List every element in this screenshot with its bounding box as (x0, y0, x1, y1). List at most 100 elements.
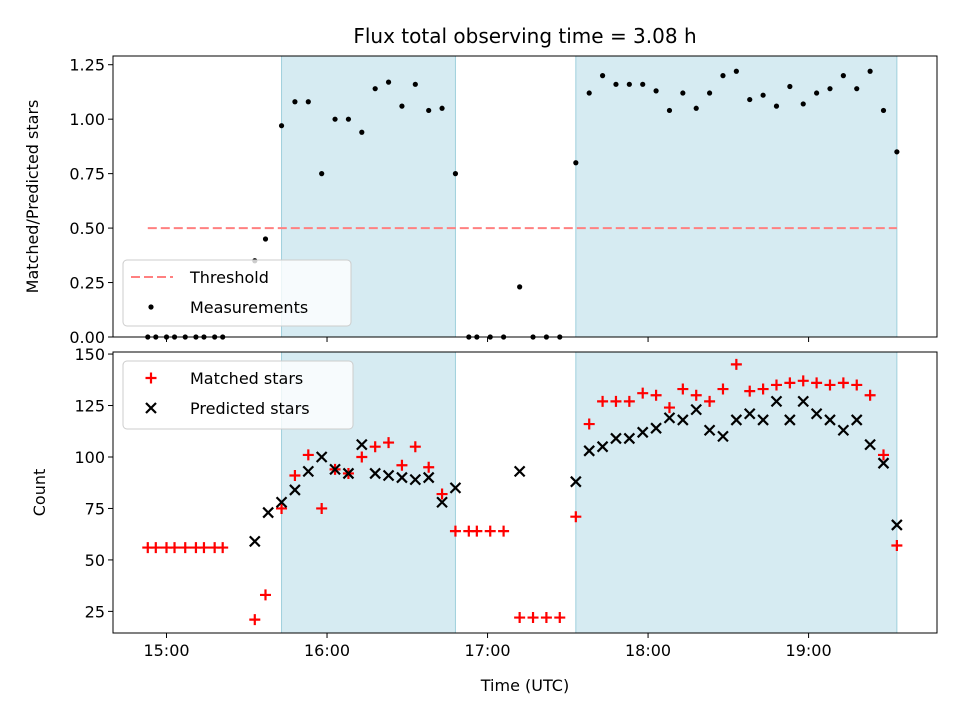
measurement-point (452, 171, 459, 177)
measurement-point (399, 103, 405, 109)
matched-star-point (864, 389, 876, 401)
predicted-star-point (623, 432, 636, 445)
measurement-point (345, 116, 352, 122)
matched-star-point (824, 379, 836, 391)
predicted-star-point (810, 407, 823, 420)
matched-star-point (276, 502, 288, 514)
measurement-point (439, 105, 445, 111)
predicted-star-point (329, 463, 341, 476)
legend-label: Matched stars (190, 369, 303, 388)
matched-star-point (259, 589, 271, 601)
axes-frame (112, 55, 938, 338)
predicted-star-point (850, 414, 863, 426)
axes-frame (112, 351, 938, 634)
matched-star-point (498, 525, 510, 537)
measurement-point (747, 96, 753, 103)
measurement-point (680, 90, 686, 96)
matched-star-point (471, 525, 483, 537)
matched-star-point (583, 418, 595, 430)
measurement-point (573, 160, 579, 166)
predicted-star-point (409, 473, 422, 486)
y-tick-label: 25 (85, 602, 105, 621)
measurement-point (372, 86, 378, 92)
measurement-point (278, 123, 285, 129)
measurement-point (626, 81, 632, 87)
predicted-star-point (864, 438, 876, 451)
matched-star-point (891, 540, 903, 552)
predicted-star-point (877, 457, 890, 469)
legend-box (122, 360, 354, 430)
matched-star-point (637, 387, 649, 399)
matched-star-point (610, 395, 622, 407)
measurement-point (800, 101, 806, 107)
predicted-star-point (837, 424, 850, 437)
measurement-point (292, 99, 298, 105)
matched-star-point (150, 542, 162, 554)
matched-star-point (217, 542, 229, 554)
matched-star-point (730, 358, 742, 370)
matched-star-point (436, 488, 448, 500)
measurement-point (305, 99, 311, 105)
matched-star-point (198, 542, 210, 554)
matched-star-point (690, 389, 702, 401)
matched-star-point (837, 377, 849, 389)
y-tick-label: 100 (74, 448, 105, 467)
measurement-point (666, 107, 673, 114)
measurement-point (854, 86, 860, 92)
y-tick-label: 50 (85, 551, 105, 570)
matched-star-point (369, 441, 381, 453)
predicted-star-point (436, 496, 448, 509)
matched-star-point (527, 612, 539, 624)
x-tick-label: 19:00 (786, 641, 832, 660)
y-tick-label: 1.25 (69, 56, 105, 75)
matched-star-point (704, 395, 716, 407)
predicted-star-point (784, 414, 796, 426)
matched-star-point (356, 451, 368, 463)
matched-star-point (409, 441, 421, 453)
legend-box (122, 259, 352, 327)
legend-label: Measurements (190, 298, 308, 317)
measurement-point (599, 73, 606, 79)
y-tick-label: 0.25 (69, 274, 105, 293)
x-tick-label: 15:00 (143, 641, 189, 660)
measurement-point (517, 284, 523, 290)
matched-star-point (797, 375, 809, 387)
matched-star-point (623, 395, 635, 407)
shaded-interval (575, 55, 898, 338)
matched-star-point (597, 395, 609, 407)
predicted-star-point (342, 467, 355, 480)
y-tick-label: 1.00 (69, 110, 105, 129)
predicted-star-point (703, 424, 716, 437)
legend-predicted-swatch (145, 402, 157, 414)
legend-matched-swatch (145, 372, 157, 384)
y-axis-label: Matched/Predicted stars (23, 100, 42, 294)
measurement-point (773, 103, 780, 109)
matched-star-point (169, 542, 181, 554)
x-axis-label: Time (UTC) (480, 676, 569, 695)
predicted-star-point (757, 414, 769, 426)
predicted-star-point (730, 414, 743, 426)
measurement-point (867, 68, 873, 74)
predicted-star-point (650, 422, 662, 434)
predicted-star-point (663, 412, 676, 424)
x-tick-label: 16:00 (304, 641, 350, 660)
measurement-point (787, 83, 793, 90)
y-tick-label: 75 (85, 499, 105, 518)
predicted-star-point (824, 414, 836, 426)
legend-label: Threshold (189, 268, 269, 287)
matched-star-point (877, 449, 889, 461)
measurement-point (359, 129, 365, 135)
predicted-star-point (315, 451, 328, 463)
measurement-point (760, 92, 766, 98)
measurement-point (385, 79, 392, 85)
x-tick-label: 17:00 (464, 641, 510, 660)
matched-star-point (396, 459, 408, 471)
shaded-interval (575, 351, 898, 634)
matched-star-point (744, 385, 756, 397)
predicted-star-point (610, 432, 622, 445)
matched-star-point (249, 614, 261, 626)
matched-star-point (811, 377, 823, 389)
matched-star-point (289, 470, 301, 482)
predicted-star-point (636, 426, 649, 439)
